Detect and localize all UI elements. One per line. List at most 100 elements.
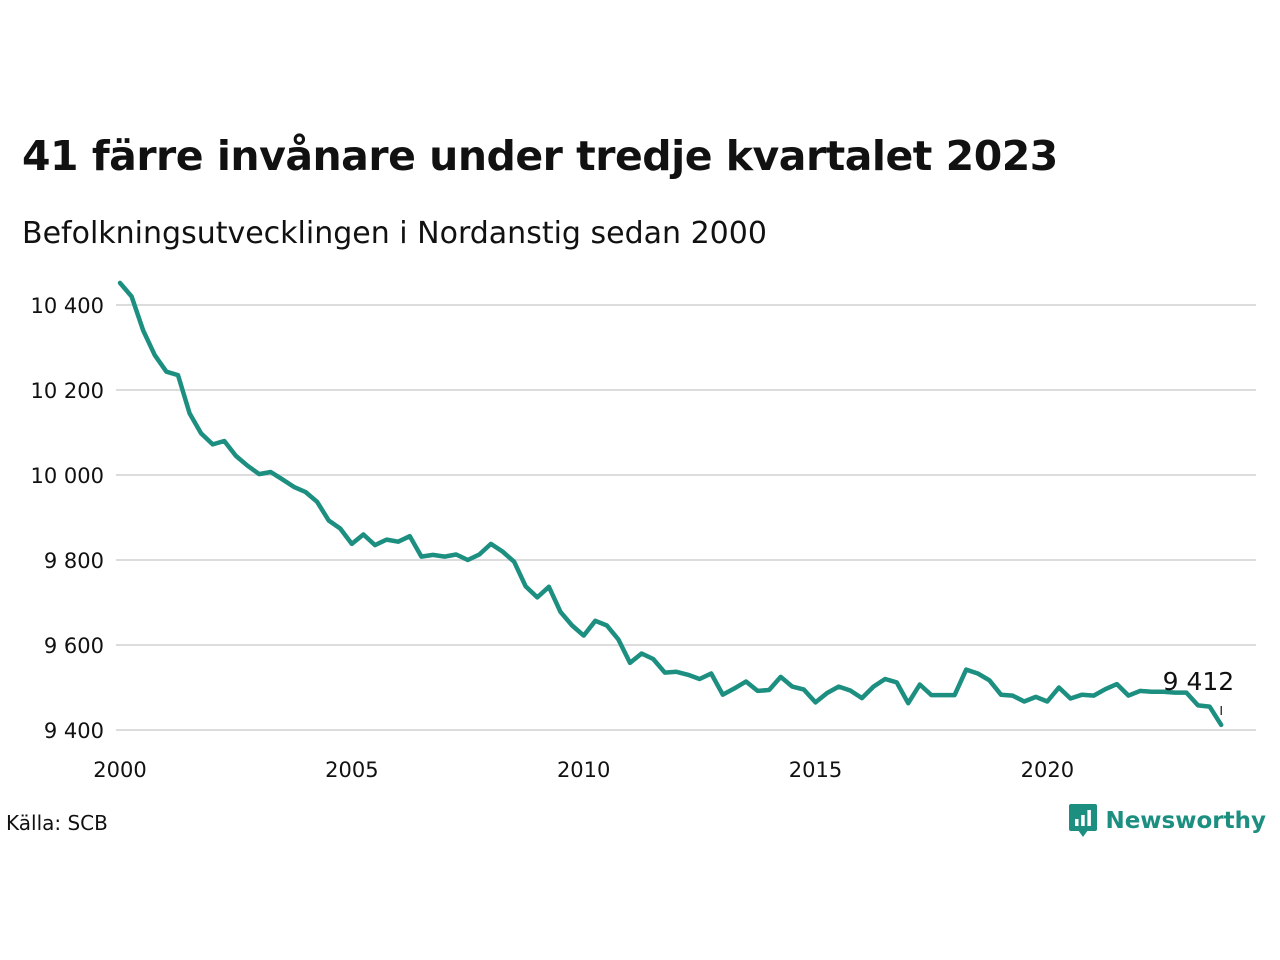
- y-tick-label: 10 000: [31, 464, 104, 488]
- data-point: [616, 637, 620, 641]
- newsworthy-chart-bubble-icon: [1069, 804, 1098, 837]
- data-point: [1010, 693, 1014, 697]
- data-point: [419, 554, 423, 558]
- data-point: [512, 560, 516, 564]
- brand-logo: Newsworthy: [1069, 804, 1266, 838]
- data-point: [952, 693, 956, 697]
- data-point: [292, 485, 296, 489]
- data-point: [976, 671, 980, 675]
- data-point: [1057, 685, 1061, 689]
- data-point: [802, 687, 806, 691]
- data-point: [628, 661, 632, 665]
- data-point: [674, 670, 678, 674]
- data-point: [744, 679, 748, 683]
- data-point: [118, 281, 122, 285]
- chart-title: 41 färre invånare under tredje kvartalet…: [22, 132, 1058, 180]
- data-point: [408, 534, 412, 538]
- y-tick-label: 10 400: [31, 294, 104, 318]
- data-point: [848, 688, 852, 692]
- data-point: [721, 693, 725, 697]
- data-point: [431, 553, 435, 557]
- x-tick-label: 2015: [789, 758, 842, 782]
- data-point: [269, 470, 273, 474]
- x-tick-label: 2005: [325, 758, 378, 782]
- y-tick-label: 10 200: [31, 379, 104, 403]
- data-point: [234, 454, 238, 458]
- data-point: [918, 682, 922, 686]
- data-point: [153, 353, 157, 357]
- data-point: [582, 633, 586, 637]
- data-point: [396, 540, 400, 544]
- data-point: [187, 411, 191, 415]
- data-point: [245, 464, 249, 468]
- data-point: [1126, 693, 1130, 697]
- data-point: [199, 431, 203, 435]
- data-point: [442, 554, 446, 558]
- data-point: [222, 439, 226, 443]
- data-point: [860, 696, 864, 700]
- source-note: Källa: SCB: [6, 811, 108, 835]
- data-point: [709, 671, 713, 675]
- data-point: [361, 532, 365, 536]
- y-tick-label: 9 800: [44, 549, 104, 573]
- data-point: [384, 537, 388, 541]
- data-point: [315, 500, 319, 504]
- data-point: [500, 549, 504, 553]
- data-point: [767, 688, 771, 692]
- y-tick-label: 9 600: [44, 634, 104, 658]
- data-point: [257, 472, 261, 476]
- data-point: [1115, 682, 1119, 686]
- end-value-label: 9 412: [1163, 667, 1235, 696]
- data-point: [303, 490, 307, 494]
- data-point: [141, 328, 145, 332]
- data-point: [1103, 687, 1107, 691]
- data-point: [999, 693, 1003, 697]
- data-point: [1034, 695, 1038, 699]
- data-point: [524, 584, 528, 588]
- data-point: [211, 442, 215, 446]
- y-tick-label: 9 400: [44, 719, 104, 743]
- data-point: [964, 667, 968, 671]
- data-point: [1022, 699, 1026, 703]
- data-point: [883, 677, 887, 681]
- data-point: [570, 623, 574, 627]
- data-point: [755, 689, 759, 693]
- data-point: [535, 595, 539, 599]
- data-point: [1138, 689, 1142, 693]
- data-point: [373, 543, 377, 547]
- data-point: [987, 678, 991, 682]
- data-point: [605, 623, 609, 627]
- data-point: [477, 552, 481, 556]
- data-point: [639, 651, 643, 655]
- data-point: [651, 657, 655, 661]
- data-point: [558, 610, 562, 614]
- data-point: [1219, 723, 1223, 727]
- data-point: [466, 558, 470, 562]
- data-point: [732, 686, 736, 690]
- brand-name: Newsworthy: [1105, 808, 1266, 834]
- data-point: [1092, 693, 1096, 697]
- x-tick-label: 2020: [1021, 758, 1074, 782]
- data-point: [895, 680, 899, 684]
- data-point: [593, 619, 597, 623]
- data-point: [280, 477, 284, 481]
- data-point: [1080, 693, 1084, 697]
- data-point: [871, 684, 875, 688]
- data-point: [1068, 696, 1072, 700]
- data-point: [1045, 699, 1049, 703]
- data-point: [164, 370, 168, 374]
- data-point: [790, 684, 794, 688]
- x-tick-label: 2000: [93, 758, 146, 782]
- x-tick-label: 2010: [557, 758, 610, 782]
- data-point: [779, 675, 783, 679]
- data-point: [350, 542, 354, 546]
- data-point: [1207, 704, 1211, 708]
- chart-subtitle: Befolkningsutvecklingen i Nordanstig sed…: [22, 216, 767, 251]
- data-point: [697, 677, 701, 681]
- series-line: [117, 280, 1224, 728]
- data-point: [825, 691, 829, 695]
- data-point: [1196, 703, 1200, 707]
- data-point: [547, 585, 551, 589]
- data-point: [338, 526, 342, 530]
